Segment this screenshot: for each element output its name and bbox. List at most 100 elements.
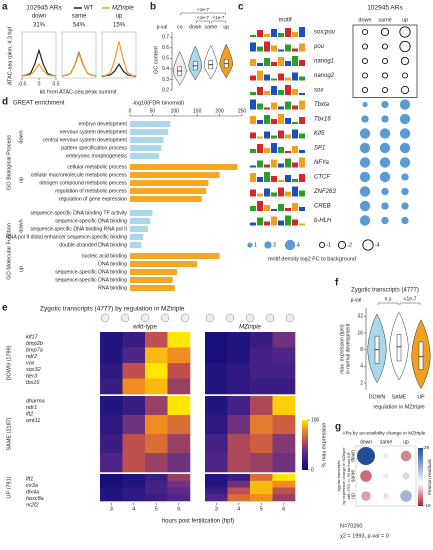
motif-logo-letter	[264, 205, 270, 211]
comparison-bracket	[211, 20, 226, 23]
motif-logo-letter	[292, 146, 298, 153]
panel-title: Zygotic transcripts (4777) by regulation…	[40, 306, 185, 313]
column-label: up	[402, 17, 408, 23]
column-label: same	[380, 439, 392, 445]
embryo-icon	[245, 313, 255, 323]
gene-label: dharma	[26, 398, 45, 404]
motif-logo-letter	[285, 134, 291, 139]
category-label: central nervous system development	[43, 137, 128, 143]
legend-dot	[284, 239, 296, 251]
legend-dot	[337, 240, 347, 250]
y-axis-label: with TSS <= 50 kb from AR	[346, 452, 351, 499]
panel-title: 102945 ARs	[367, 5, 403, 12]
motif-logo-letter	[257, 160, 263, 168]
bar	[130, 261, 198, 267]
motif-logo-letter	[292, 162, 298, 168]
colorbar-label: % max expression	[321, 423, 327, 468]
condition-label: wild-type	[132, 325, 157, 331]
colorbar-tick-label: 29	[424, 445, 430, 450]
row-label: ZNF263	[313, 189, 336, 195]
dot	[359, 200, 371, 212]
heatmap-cell	[100, 434, 123, 454]
heatmap-cell	[100, 347, 123, 364]
x-tick-label: 100	[171, 108, 180, 114]
plot-frame	[21, 31, 57, 79]
dot	[359, 157, 371, 168]
motif-logo-letter	[299, 174, 305, 182]
heatmap-cell	[145, 474, 168, 482]
dot	[399, 26, 411, 38]
heatmap-cell	[250, 487, 273, 495]
motif-logo-letter	[292, 203, 298, 211]
category-label: sequence-specific DNA binding	[55, 218, 127, 224]
row-label: SP1	[314, 146, 325, 152]
profile-line	[101, 41, 137, 77]
note: χ2 = 1993, p-val = 0	[340, 533, 389, 539]
dot	[381, 115, 389, 123]
colorbar-tick-label: 100	[311, 417, 320, 423]
dot	[400, 56, 410, 66]
row-label: pou	[313, 44, 325, 50]
subgroup-label: up	[18, 177, 24, 183]
dot	[359, 186, 371, 197]
gene-label: her3	[26, 373, 38, 379]
heatmap-cell	[167, 487, 191, 495]
group-label: GO Molecular Function	[6, 223, 12, 280]
column-label: down	[360, 439, 372, 445]
gene-label: ndr2	[26, 354, 37, 360]
y-axis-label: GC content	[153, 46, 159, 74]
x-tick-label: 50	[150, 108, 156, 114]
motif-logo-letter	[271, 209, 277, 211]
dot	[359, 142, 371, 154]
bar	[130, 242, 142, 248]
plot-frame	[61, 31, 97, 79]
heatmap-cell	[250, 363, 273, 379]
motif-logo-letter	[278, 187, 284, 197]
comparison-label: <1e-7	[197, 7, 209, 12]
row-label: sox;pou	[314, 30, 336, 36]
motif-logo-letter	[299, 27, 305, 37]
dot	[401, 72, 409, 79]
dot	[399, 113, 411, 125]
motif-logo-letter	[292, 56, 298, 66]
motif-logo-letter	[299, 60, 305, 66]
heatmap-cell	[122, 453, 146, 473]
heatmap-cell	[250, 480, 273, 488]
bar	[130, 172, 220, 178]
motif-logo-letter	[264, 172, 270, 182]
subgroup-label: down	[18, 219, 24, 232]
panel-share: 31%	[33, 23, 46, 29]
heatmap-cell	[272, 347, 296, 364]
motif-logo-letter	[271, 45, 277, 52]
motif-logo-letter	[285, 44, 291, 52]
category-label: regulation of gene expression	[59, 196, 127, 202]
dot	[399, 40, 411, 53]
gene-label: lft2	[26, 411, 33, 417]
x-tick-label: 5	[155, 506, 158, 512]
category-label: SAME	[392, 394, 407, 400]
heatmap-cell	[122, 434, 146, 454]
heatmap-cell	[145, 396, 168, 416]
heatmap-cell	[227, 332, 251, 348]
gene-label: bmp2b	[26, 341, 43, 347]
motif-logo-letter	[278, 114, 284, 124]
motif-logo-letter	[257, 217, 263, 226]
x-tick-label: 3	[215, 506, 218, 512]
dot	[381, 187, 389, 196]
bar	[130, 164, 238, 170]
y-tick-label: 0.2	[162, 87, 169, 93]
motif-logo-letter	[292, 122, 298, 124]
heatmap-cell	[205, 487, 228, 495]
colorbar	[418, 448, 423, 506]
x-axis-label: regulation in MZtriple	[373, 404, 424, 410]
heatmap-cell	[227, 347, 251, 364]
heatmap-cell	[122, 415, 146, 435]
motif-logo-letter	[257, 87, 263, 95]
legend-label: -4	[375, 242, 380, 248]
row-label: CTCF	[314, 175, 330, 181]
negative-box	[352, 24, 418, 98]
gene-label: sox32	[26, 367, 41, 373]
motif-logo-letter	[271, 86, 277, 95]
bubble	[402, 472, 410, 480]
motif-logo-letter	[257, 46, 263, 52]
